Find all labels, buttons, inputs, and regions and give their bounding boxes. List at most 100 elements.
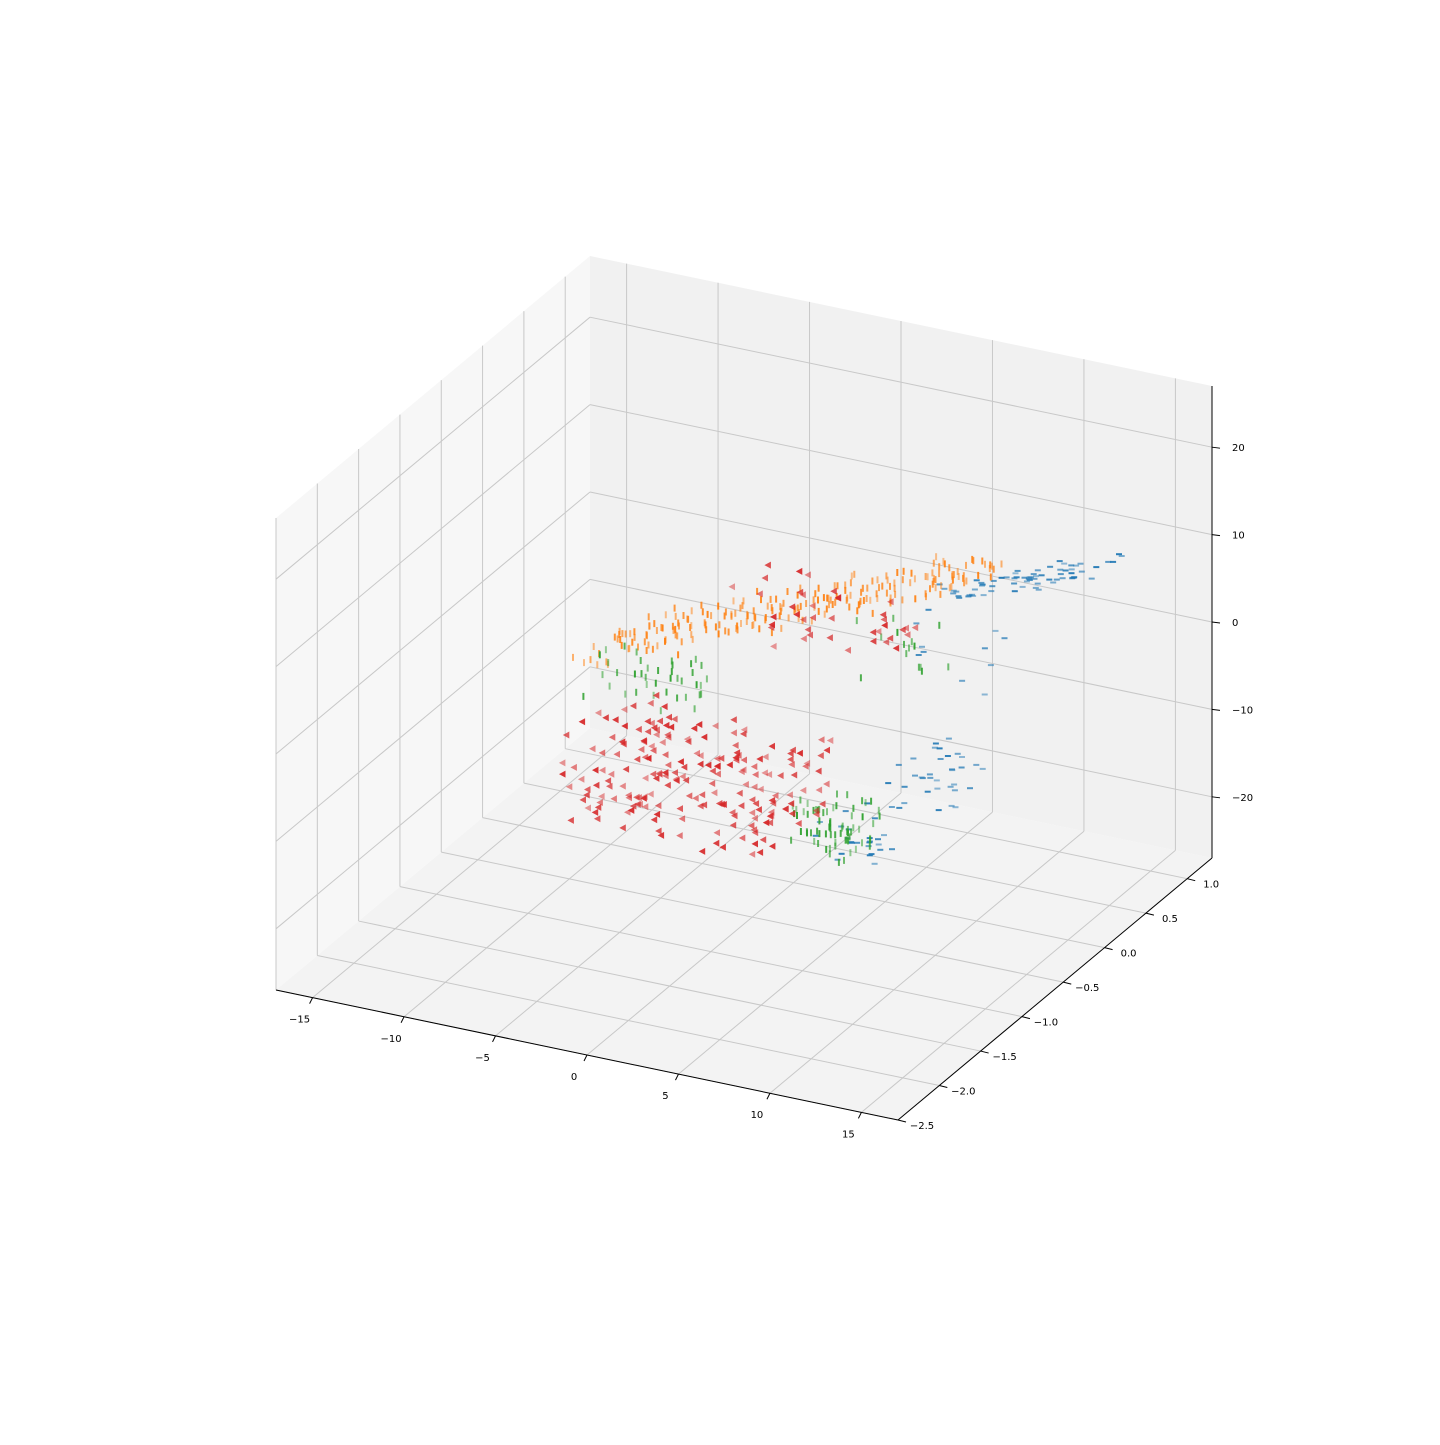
z-gridline	[275, 316, 591, 580]
data-point-series-4	[712, 722, 719, 730]
data-point-series-3	[905, 650, 908, 658]
data-point-series-3	[938, 621, 941, 629]
data-point-series-1	[913, 622, 920, 625]
data-point-series-3	[645, 681, 648, 688]
data-point-series-2	[952, 571, 955, 579]
data-point-series-2	[940, 582, 943, 590]
data-point-series-4	[594, 709, 602, 717]
data-point-series-2	[674, 612, 677, 620]
y-gridline	[482, 817, 1105, 949]
y-tick-mark	[1104, 947, 1113, 951]
z-gridline	[589, 404, 1213, 536]
data-point-series-2	[572, 653, 574, 661]
x-gridline	[678, 811, 993, 1075]
data-point-series-2	[931, 569, 934, 577]
data-point-series-2	[858, 600, 861, 608]
data-point-series-2	[951, 571, 954, 579]
y-gridline	[358, 920, 981, 1052]
data-point-series-2	[844, 581, 847, 589]
data-point-series-1	[973, 579, 980, 582]
data-point-series-2	[643, 638, 646, 646]
data-point-series-2	[859, 597, 862, 605]
data-point-series-1	[1012, 572, 1019, 575]
data-point-series-2	[971, 555, 974, 563]
data-point-series-1	[1025, 577, 1032, 580]
data-point-series-2	[932, 578, 935, 585]
data-point-series-4	[673, 777, 680, 784]
data-point-series-4	[664, 781, 671, 789]
data-point-series-2	[664, 611, 667, 619]
data-point-series-3	[639, 657, 642, 664]
data-point-series-2	[793, 607, 796, 615]
data-point-series-4	[647, 790, 654, 798]
data-point-series-4	[577, 775, 585, 783]
data-point-series-3	[829, 831, 832, 839]
data-point-series-1	[854, 841, 861, 844]
data-point-series-4	[742, 781, 749, 788]
data-point-series-3	[799, 796, 802, 804]
data-point-series-4	[671, 715, 678, 723]
data-point-series-1	[948, 804, 955, 807]
data-point-series-4	[567, 816, 574, 824]
data-point-series-1	[842, 810, 849, 813]
data-point-series-2	[741, 602, 744, 610]
data-point-series-2	[736, 626, 739, 634]
data-point-series-1	[944, 755, 951, 757]
data-point-series-4	[796, 749, 803, 757]
data-point-series-3	[947, 663, 950, 671]
data-point-series-2	[848, 603, 851, 611]
data-point-series-2	[710, 612, 713, 620]
data-point-series-1	[1011, 582, 1018, 585]
data-point-series-2	[633, 628, 636, 636]
data-point-series-2	[672, 626, 675, 634]
data-point-series-4	[772, 792, 779, 800]
y-tick-label: 0.0	[1121, 949, 1137, 960]
data-point-series-4	[768, 742, 775, 750]
data-point-series-4	[748, 796, 756, 804]
data-point-series-1	[951, 789, 958, 792]
data-point-series-2	[893, 584, 896, 592]
data-point-series-3	[806, 800, 809, 807]
data-point-series-3	[659, 707, 662, 715]
data-point-series-1	[965, 595, 972, 598]
data-point-series-4	[678, 815, 686, 823]
y-tick-mark	[897, 1119, 907, 1123]
data-point-series-3	[633, 670, 636, 678]
data-point-series-2	[889, 594, 892, 602]
data-point-series-4	[874, 628, 882, 635]
data-point-series-2	[775, 595, 778, 603]
data-point-series-4	[608, 733, 616, 741]
data-point-series-4	[751, 783, 758, 791]
data-point-series-2	[942, 557, 945, 565]
data-point-series-2	[758, 625, 761, 633]
data-point-series-2	[948, 584, 951, 592]
data-point-series-3	[854, 845, 857, 853]
y-tick-mark	[1063, 981, 1072, 985]
data-point-series-4	[719, 843, 726, 851]
data-point-series-4	[879, 611, 887, 619]
data-point-series-2	[929, 585, 931, 593]
data-point-series-4	[826, 737, 834, 744]
data-point-series-2	[977, 571, 980, 579]
data-point-series-1	[812, 834, 819, 837]
data-point-series-2	[664, 636, 667, 644]
data-point-series-2	[674, 625, 677, 633]
x-tick-mark	[400, 1016, 405, 1023]
data-point-series-1	[1028, 576, 1034, 579]
data-point-series-3	[872, 820, 875, 828]
data-point-series-2	[875, 590, 878, 598]
data-point-series-2	[823, 610, 826, 618]
data-point-series-4	[679, 773, 686, 780]
data-point-series-2	[717, 630, 720, 638]
data-point-series-1	[973, 763, 980, 766]
y-tick-label: −1.5	[992, 1052, 1016, 1063]
data-point-series-1	[901, 802, 908, 805]
data-point-series-4	[713, 829, 720, 837]
data-point-series-2	[871, 577, 874, 585]
data-point-series-2	[751, 622, 754, 629]
data-point-series-1	[970, 595, 977, 597]
data-point-series-4	[629, 802, 637, 810]
data-point-series-3	[608, 682, 611, 690]
data-point-series-4	[710, 789, 718, 797]
